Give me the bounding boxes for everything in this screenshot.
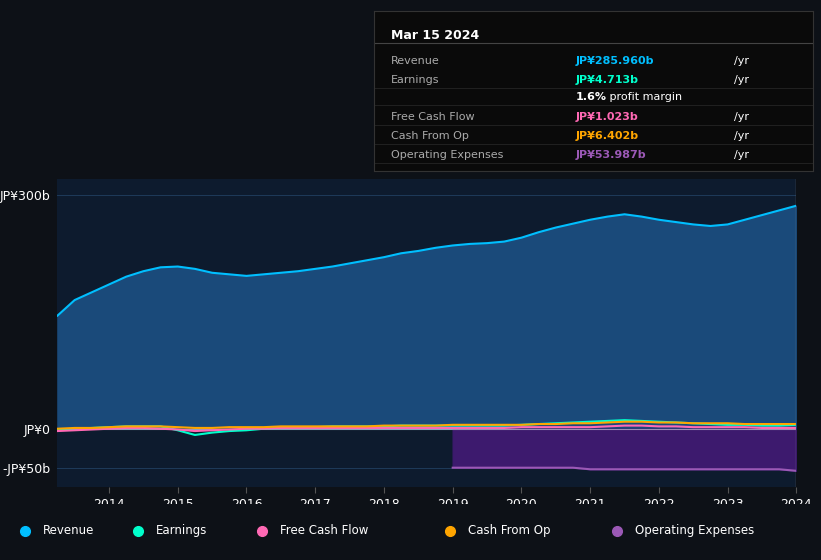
Text: Revenue: Revenue: [43, 524, 94, 538]
Text: Earnings: Earnings: [391, 75, 439, 85]
Text: /yr: /yr: [734, 75, 749, 85]
Text: Free Cash Flow: Free Cash Flow: [391, 111, 475, 122]
Text: /yr: /yr: [734, 130, 749, 141]
Text: 1.6%: 1.6%: [576, 92, 607, 102]
Text: /yr: /yr: [734, 150, 749, 160]
Text: /yr: /yr: [734, 55, 749, 66]
Text: JP¥1.023b: JP¥1.023b: [576, 111, 639, 122]
Text: Revenue: Revenue: [391, 55, 440, 66]
Text: profit margin: profit margin: [607, 92, 682, 102]
Text: JP¥53.987b: JP¥53.987b: [576, 150, 646, 160]
Text: JP¥285.960b: JP¥285.960b: [576, 55, 654, 66]
Text: /yr: /yr: [734, 111, 749, 122]
Text: Cash From Op: Cash From Op: [468, 524, 550, 538]
Text: Mar 15 2024: Mar 15 2024: [391, 29, 479, 42]
Text: Earnings: Earnings: [156, 524, 208, 538]
Text: Free Cash Flow: Free Cash Flow: [280, 524, 369, 538]
Text: JP¥6.402b: JP¥6.402b: [576, 130, 639, 141]
Text: Operating Expenses: Operating Expenses: [635, 524, 754, 538]
Text: JP¥4.713b: JP¥4.713b: [576, 75, 639, 85]
Text: Operating Expenses: Operating Expenses: [391, 150, 503, 160]
Text: Cash From Op: Cash From Op: [391, 130, 469, 141]
